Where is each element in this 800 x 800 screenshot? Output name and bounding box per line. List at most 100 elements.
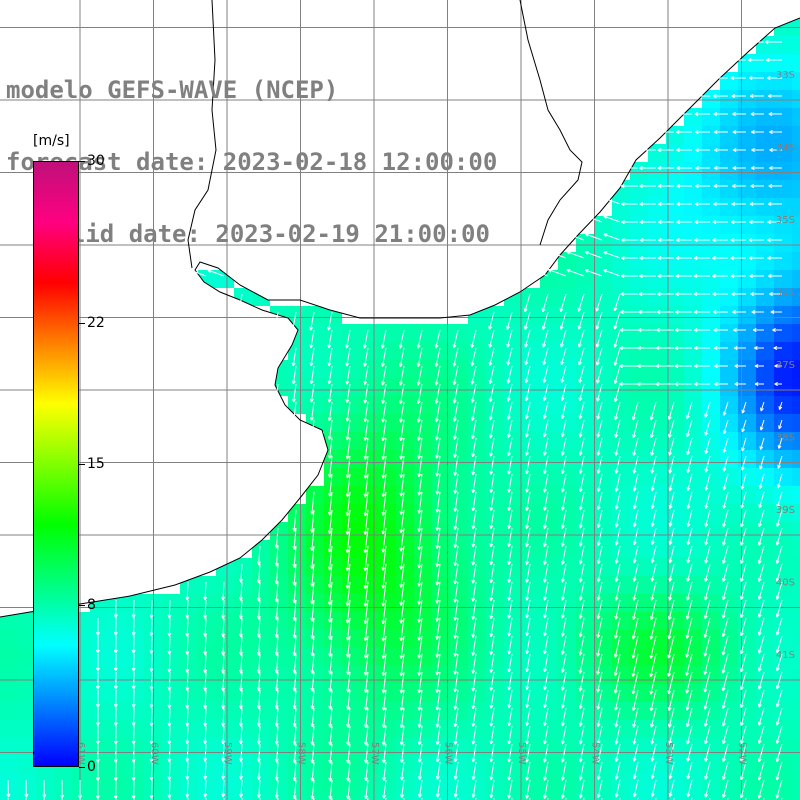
field-cell bbox=[612, 342, 630, 360]
valid-date: valid date: 2023-02-19 21:00:00 bbox=[42, 220, 490, 248]
wind-arrow bbox=[632, 563, 639, 582]
wind-arrow bbox=[435, 725, 441, 745]
wind-arrow bbox=[560, 617, 567, 637]
wind-arrow bbox=[596, 455, 603, 474]
wind-arrow bbox=[149, 707, 154, 727]
wind-arrow bbox=[775, 581, 783, 600]
wind-arrow bbox=[221, 707, 226, 727]
field-cell bbox=[414, 576, 432, 594]
longitude-label: 60W bbox=[149, 742, 160, 765]
field-cell bbox=[414, 666, 432, 684]
field-cell bbox=[792, 216, 800, 234]
wind-arrow bbox=[668, 527, 675, 545]
wind-arrow bbox=[686, 527, 693, 546]
wind-arrow bbox=[668, 545, 675, 564]
field-cell bbox=[468, 414, 486, 432]
field-cell bbox=[324, 666, 342, 684]
wind-arrow bbox=[703, 635, 711, 657]
wind-arrow bbox=[274, 563, 279, 585]
wind-arrow bbox=[595, 329, 603, 348]
field-cell bbox=[504, 414, 522, 432]
field-cell bbox=[324, 468, 342, 486]
wind-arrow bbox=[291, 383, 297, 403]
field-cell bbox=[540, 540, 558, 558]
field-cell bbox=[756, 378, 774, 396]
wind-arrow bbox=[767, 94, 782, 98]
wind-arrow bbox=[382, 761, 387, 781]
field-cell bbox=[360, 378, 378, 396]
wind-arrow bbox=[714, 364, 728, 368]
wind-arrow bbox=[560, 635, 567, 655]
field-cell bbox=[558, 666, 576, 684]
field-cell bbox=[324, 522, 342, 540]
wind-arrow bbox=[578, 509, 585, 529]
wind-arrow bbox=[345, 545, 351, 572]
field-cell bbox=[702, 702, 720, 720]
field-cell bbox=[792, 414, 800, 432]
field-cell bbox=[738, 234, 756, 252]
field-cell bbox=[216, 792, 234, 800]
field-cell bbox=[468, 396, 486, 414]
field-cell bbox=[540, 450, 558, 468]
wind-arrow bbox=[489, 671, 495, 691]
field-cell bbox=[666, 252, 684, 270]
wind-arrow bbox=[704, 491, 711, 510]
field-cell bbox=[0, 684, 18, 702]
field-cell bbox=[774, 54, 792, 72]
wind-arrow bbox=[381, 455, 387, 479]
field-cell bbox=[486, 648, 504, 666]
field-cell bbox=[270, 612, 288, 630]
wind-arrow bbox=[399, 635, 405, 659]
wind-arrow bbox=[131, 599, 136, 619]
wind-arrow bbox=[525, 491, 531, 511]
wind-arrow bbox=[596, 707, 603, 728]
wind-arrow bbox=[578, 419, 585, 438]
wind-arrow bbox=[345, 383, 351, 403]
field-cell bbox=[684, 504, 702, 522]
wind-arrow bbox=[676, 220, 692, 224]
wind-arrow bbox=[566, 232, 585, 241]
wind-arrow bbox=[167, 743, 172, 763]
wind-arrow bbox=[542, 383, 549, 401]
field-cell bbox=[738, 396, 756, 414]
field-cell bbox=[468, 684, 486, 702]
wind-arrow bbox=[703, 653, 711, 675]
wind-arrow bbox=[131, 671, 136, 690]
field-cell bbox=[738, 450, 756, 468]
wind-arrow bbox=[739, 617, 747, 637]
field-cell bbox=[486, 684, 504, 702]
wind-arrow bbox=[310, 635, 315, 657]
wind-arrow bbox=[713, 166, 728, 170]
field-cell bbox=[126, 684, 144, 702]
wind-arrow bbox=[346, 689, 351, 711]
field-cell bbox=[252, 594, 270, 612]
wind-arrow bbox=[471, 617, 477, 638]
field-cell bbox=[720, 396, 738, 414]
wind-arrow bbox=[238, 689, 243, 710]
field-cell bbox=[594, 324, 612, 342]
field-cell bbox=[612, 576, 630, 594]
wind-arrow bbox=[453, 563, 459, 585]
wind-arrow bbox=[613, 311, 621, 330]
wind-arrow bbox=[596, 473, 603, 492]
wind-arrow bbox=[621, 256, 638, 260]
wind-arrow bbox=[507, 473, 513, 493]
latitude-label: 38S bbox=[776, 433, 795, 444]
wind-arrow bbox=[256, 707, 261, 727]
wind-arrow bbox=[364, 779, 369, 800]
field-cell bbox=[414, 684, 432, 702]
field-cell bbox=[18, 738, 36, 756]
field-cell bbox=[558, 630, 576, 648]
wind-arrow bbox=[525, 689, 531, 708]
wind-arrow bbox=[767, 238, 782, 242]
field-cell bbox=[270, 594, 288, 612]
wind-arrow bbox=[471, 491, 477, 512]
wind-arrow bbox=[363, 347, 369, 367]
wind-arrow bbox=[775, 563, 783, 582]
wind-arrow bbox=[185, 689, 190, 709]
wind-arrow bbox=[566, 250, 585, 259]
field-cell bbox=[450, 486, 468, 504]
wind-arrow bbox=[649, 671, 657, 695]
field-cell bbox=[648, 342, 666, 360]
field-cell bbox=[486, 666, 504, 684]
